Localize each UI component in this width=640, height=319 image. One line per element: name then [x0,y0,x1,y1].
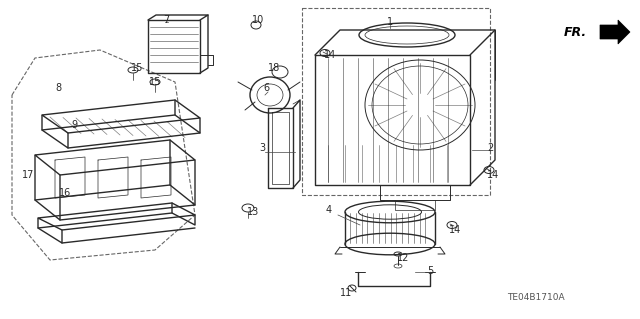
Text: 6: 6 [263,83,269,93]
Text: 1: 1 [387,17,393,27]
Text: 15: 15 [149,77,161,87]
Text: 14: 14 [324,50,336,60]
Text: 14: 14 [487,170,499,180]
Text: 2: 2 [487,143,493,153]
Text: 17: 17 [22,170,34,180]
Text: 16: 16 [59,188,71,198]
Text: 8: 8 [55,83,61,93]
Text: TE04B1710A: TE04B1710A [507,293,565,302]
Text: 15: 15 [131,63,143,73]
Text: 3: 3 [259,143,265,153]
Text: 18: 18 [268,63,280,73]
Text: 14: 14 [449,225,461,235]
Text: 5: 5 [427,266,433,276]
Bar [302,8,490,195]
Text: 13: 13 [247,207,259,217]
Text: 7: 7 [163,15,169,25]
Text: FR.: FR. [564,26,587,39]
Text: 9: 9 [71,120,77,130]
Text: 10: 10 [252,15,264,25]
Text: 12: 12 [397,253,409,263]
Text: 11: 11 [340,288,352,298]
Polygon shape [600,20,630,44]
Text: 4: 4 [326,205,332,215]
